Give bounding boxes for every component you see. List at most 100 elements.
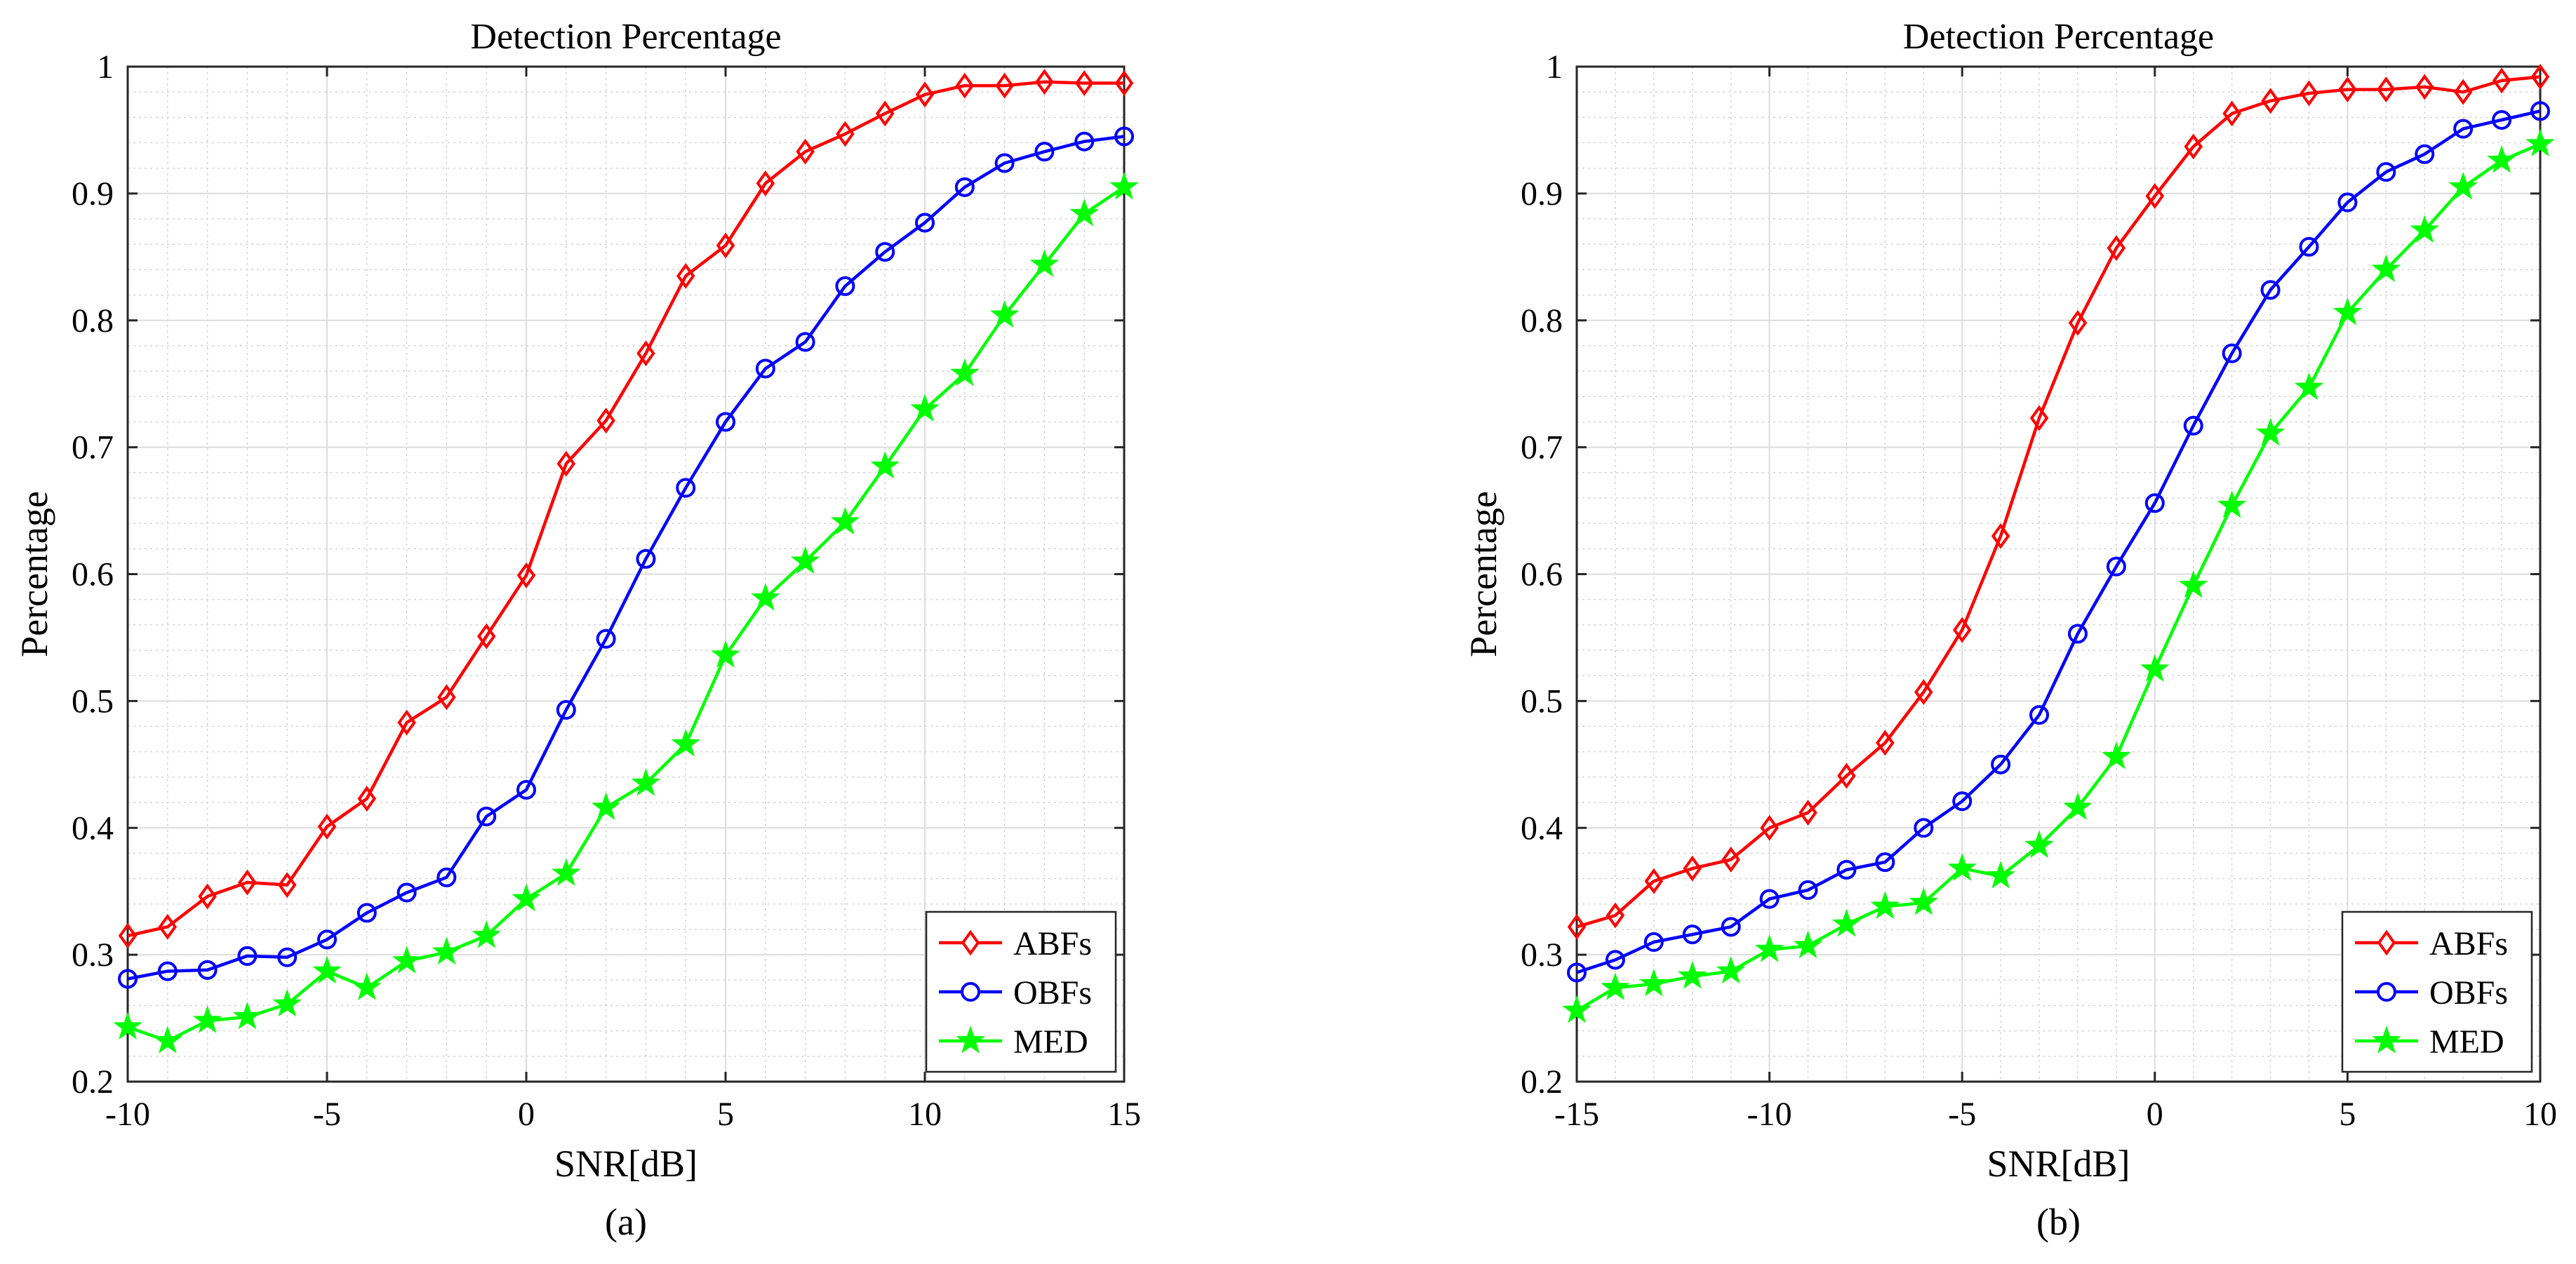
data-point-med xyxy=(2063,792,2093,820)
data-point-abfs xyxy=(238,869,257,896)
data-point-abfs xyxy=(636,340,655,367)
data-point-obfs xyxy=(436,867,457,887)
y-tick-label: 0.2 xyxy=(1521,1063,1563,1101)
legend-label-abfs: ABFs xyxy=(1013,925,1092,962)
legend-label-med: MED xyxy=(1013,1023,1088,1061)
data-point-abfs xyxy=(158,913,178,940)
x-tick-label: 0 xyxy=(518,1096,535,1133)
y-tick-label: 0.9 xyxy=(1521,175,1563,213)
y-tick-label: 0.7 xyxy=(1521,429,1563,466)
data-point-obfs xyxy=(476,806,497,826)
data-point-med xyxy=(2024,830,2054,859)
data-point-med xyxy=(1870,891,1900,920)
data-point-med xyxy=(2179,570,2208,598)
data-point-obfs xyxy=(755,358,775,379)
legend-label-med: MED xyxy=(2429,1023,2504,1061)
data-point-med xyxy=(790,546,820,574)
data-point-obfs xyxy=(516,779,536,800)
data-point-obfs xyxy=(1074,131,1095,152)
x-axis-label: SNR[dB] xyxy=(1987,1143,2130,1185)
x-tick-label: 5 xyxy=(717,1096,734,1133)
chart-title: Detection Percentage xyxy=(470,17,781,57)
data-point-obfs xyxy=(795,332,815,352)
data-point-med xyxy=(1109,172,1139,200)
y-tick-label: 1 xyxy=(97,48,114,86)
data-point-obfs xyxy=(396,882,417,903)
data-point-med xyxy=(2333,297,2363,325)
x-tick-label: -10 xyxy=(1747,1096,1792,1133)
data-point-obfs xyxy=(1798,880,1818,900)
data-point-obfs xyxy=(118,969,138,989)
data-point-med xyxy=(1986,861,2015,889)
y-axis-label: Percentage xyxy=(1462,491,1504,657)
data-point-abfs xyxy=(1114,70,1134,96)
data-point-obfs xyxy=(1721,917,1741,937)
panel-caption: (b) xyxy=(2036,1201,2081,1243)
data-point-med xyxy=(1754,934,1784,962)
data-point-abfs xyxy=(1798,800,1817,826)
x-tick-label: 15 xyxy=(1107,1096,1141,1133)
data-point-abfs xyxy=(2300,80,2318,107)
data-point-obfs xyxy=(1643,932,1664,953)
data-point-obfs xyxy=(317,929,337,950)
data-point-med xyxy=(552,858,581,886)
data-point-med xyxy=(153,1026,182,1054)
data-point-obfs xyxy=(1952,791,1973,812)
data-point-abfs xyxy=(317,814,337,840)
data-point-abfs xyxy=(2338,76,2357,102)
data-point-obfs xyxy=(2453,119,2474,139)
data-point-abfs xyxy=(1567,913,1587,940)
data-point-abfs xyxy=(2453,79,2473,105)
data-point-med xyxy=(2371,254,2401,283)
data-point-med xyxy=(591,792,621,820)
data-point-abfs xyxy=(2107,235,2126,262)
data-point-abfs xyxy=(1952,617,1972,643)
legend-marker-med xyxy=(956,1026,985,1054)
data-point-obfs xyxy=(636,549,656,569)
data-point-obfs xyxy=(2106,556,2126,577)
y-tick-label: 0.8 xyxy=(1521,302,1563,339)
data-point-med xyxy=(2448,172,2478,200)
panel-caption: (a) xyxy=(605,1201,647,1243)
data-point-med xyxy=(830,506,860,534)
data-point-abfs xyxy=(556,450,576,477)
data-point-abfs xyxy=(2415,74,2434,100)
data-point-med xyxy=(1831,908,1862,937)
data-point-obfs xyxy=(2415,144,2435,164)
y-axis-label: Percentage xyxy=(13,491,55,657)
data-point-abfs xyxy=(915,81,935,108)
data-point-med xyxy=(2525,128,2555,156)
data-point-med xyxy=(870,450,900,479)
legend-marker-med xyxy=(2372,1026,2401,1054)
data-point-abfs xyxy=(836,121,855,147)
data-point-obfs xyxy=(994,153,1015,173)
data-point-abfs xyxy=(796,138,815,165)
data-point-abfs xyxy=(955,72,975,99)
data-point-med xyxy=(1601,972,1630,1000)
legend-label-obfs: OBFs xyxy=(2429,974,2508,1011)
data-point-obfs xyxy=(954,177,975,197)
data-point-med xyxy=(751,583,780,611)
data-point-med xyxy=(2410,215,2440,243)
data-point-med xyxy=(1029,249,1060,277)
legend-marker-abfs xyxy=(961,929,980,956)
legend-marker-abfs xyxy=(2377,929,2396,956)
data-point-obfs xyxy=(1759,889,1780,909)
data-point-obfs xyxy=(2530,101,2550,121)
data-point-obfs xyxy=(1567,962,1587,983)
data-point-abfs xyxy=(2530,64,2550,90)
data-point-med xyxy=(671,729,700,757)
data-point-med xyxy=(2255,417,2285,446)
data-point-obfs xyxy=(2067,624,2088,644)
data-point-obfs xyxy=(2492,109,2512,130)
data-point-obfs xyxy=(157,961,178,981)
data-point-med xyxy=(272,988,302,1017)
data-point-abfs xyxy=(1721,847,1740,873)
data-point-obfs xyxy=(1114,126,1134,147)
data-point-med xyxy=(352,972,382,1000)
y-tick-label: 0.6 xyxy=(72,556,114,593)
data-point-med xyxy=(1909,887,1938,915)
y-tick-label: 0.9 xyxy=(72,175,114,213)
y-tick-label: 0.3 xyxy=(1521,936,1563,974)
data-point-obfs xyxy=(237,946,258,966)
